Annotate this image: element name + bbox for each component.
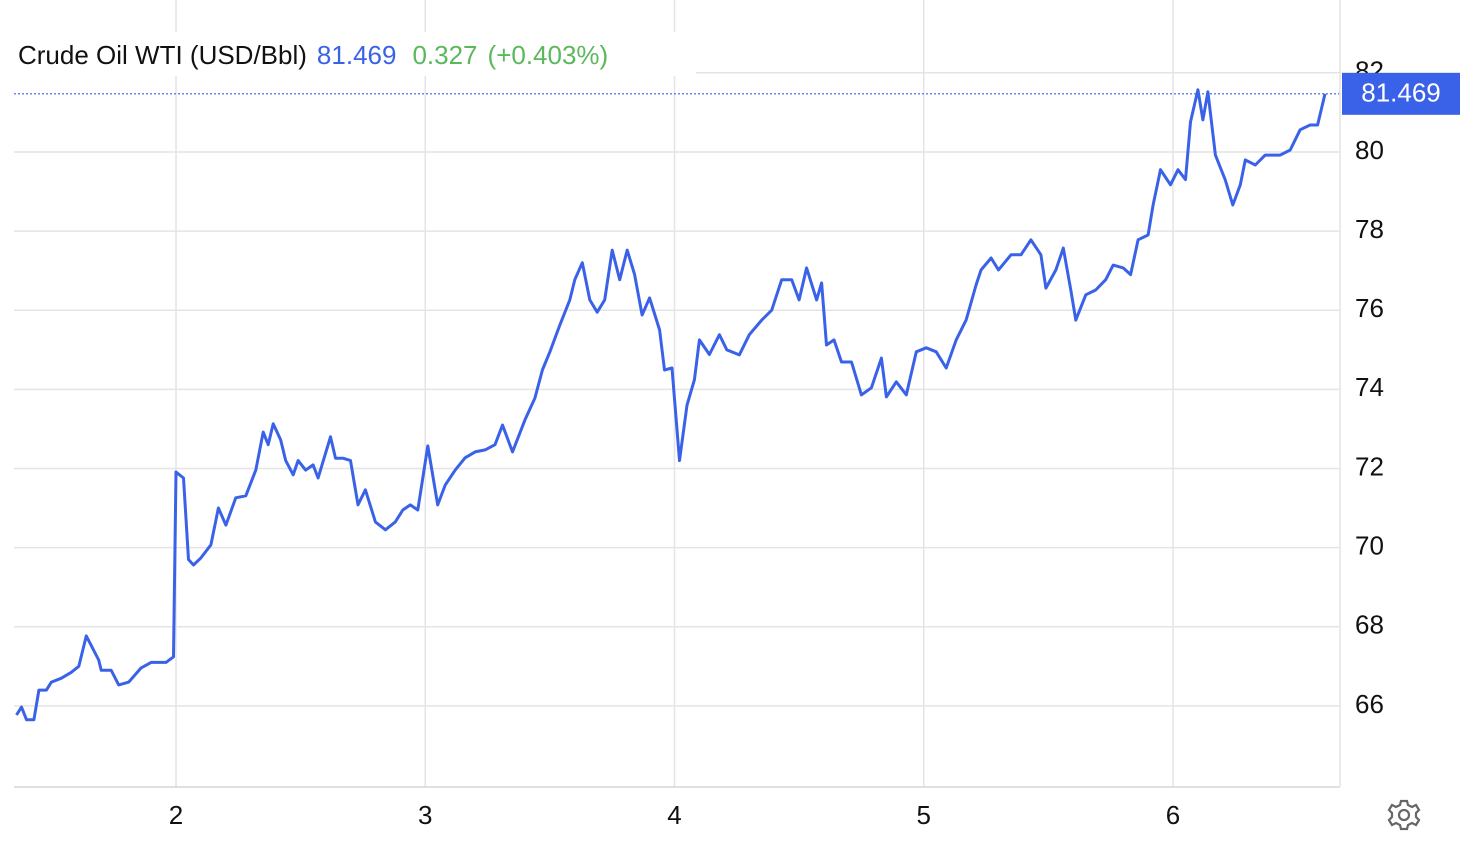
y-tick-label: 68 bbox=[1355, 610, 1384, 640]
y-tick-label: 80 bbox=[1355, 135, 1384, 165]
y-tick-label: 76 bbox=[1355, 293, 1384, 323]
x-tick-label: 6 bbox=[1166, 800, 1180, 830]
price: 81.469 bbox=[317, 40, 397, 70]
change-pct: (+0.403%) bbox=[488, 40, 609, 70]
y-tick-label: 66 bbox=[1355, 689, 1384, 719]
price-line bbox=[15, 88, 1327, 722]
x-tick-label: 2 bbox=[169, 800, 183, 830]
price-tag: 81.469 bbox=[1361, 78, 1441, 108]
header-box bbox=[8, 32, 696, 76]
chart-title: Crude Oil WTI (USD/Bbl) 81.469 0.327 (+0.40… bbox=[18, 40, 608, 70]
y-tick-label: 70 bbox=[1355, 530, 1384, 560]
x-tick-label: 5 bbox=[917, 800, 931, 830]
price-tag-bg bbox=[1342, 72, 1460, 115]
settings-icon[interactable] bbox=[1387, 799, 1421, 831]
title: Crude Oil WTI (USD/Bbl) bbox=[18, 40, 307, 70]
y-tick-label: 78 bbox=[1355, 214, 1384, 244]
y-tick-label: 74 bbox=[1355, 372, 1384, 402]
x-tick-label: 3 bbox=[418, 800, 432, 830]
x-tick-label: 4 bbox=[667, 800, 681, 830]
change: 0.327 bbox=[412, 40, 477, 70]
y-tick-label: 72 bbox=[1355, 451, 1384, 481]
